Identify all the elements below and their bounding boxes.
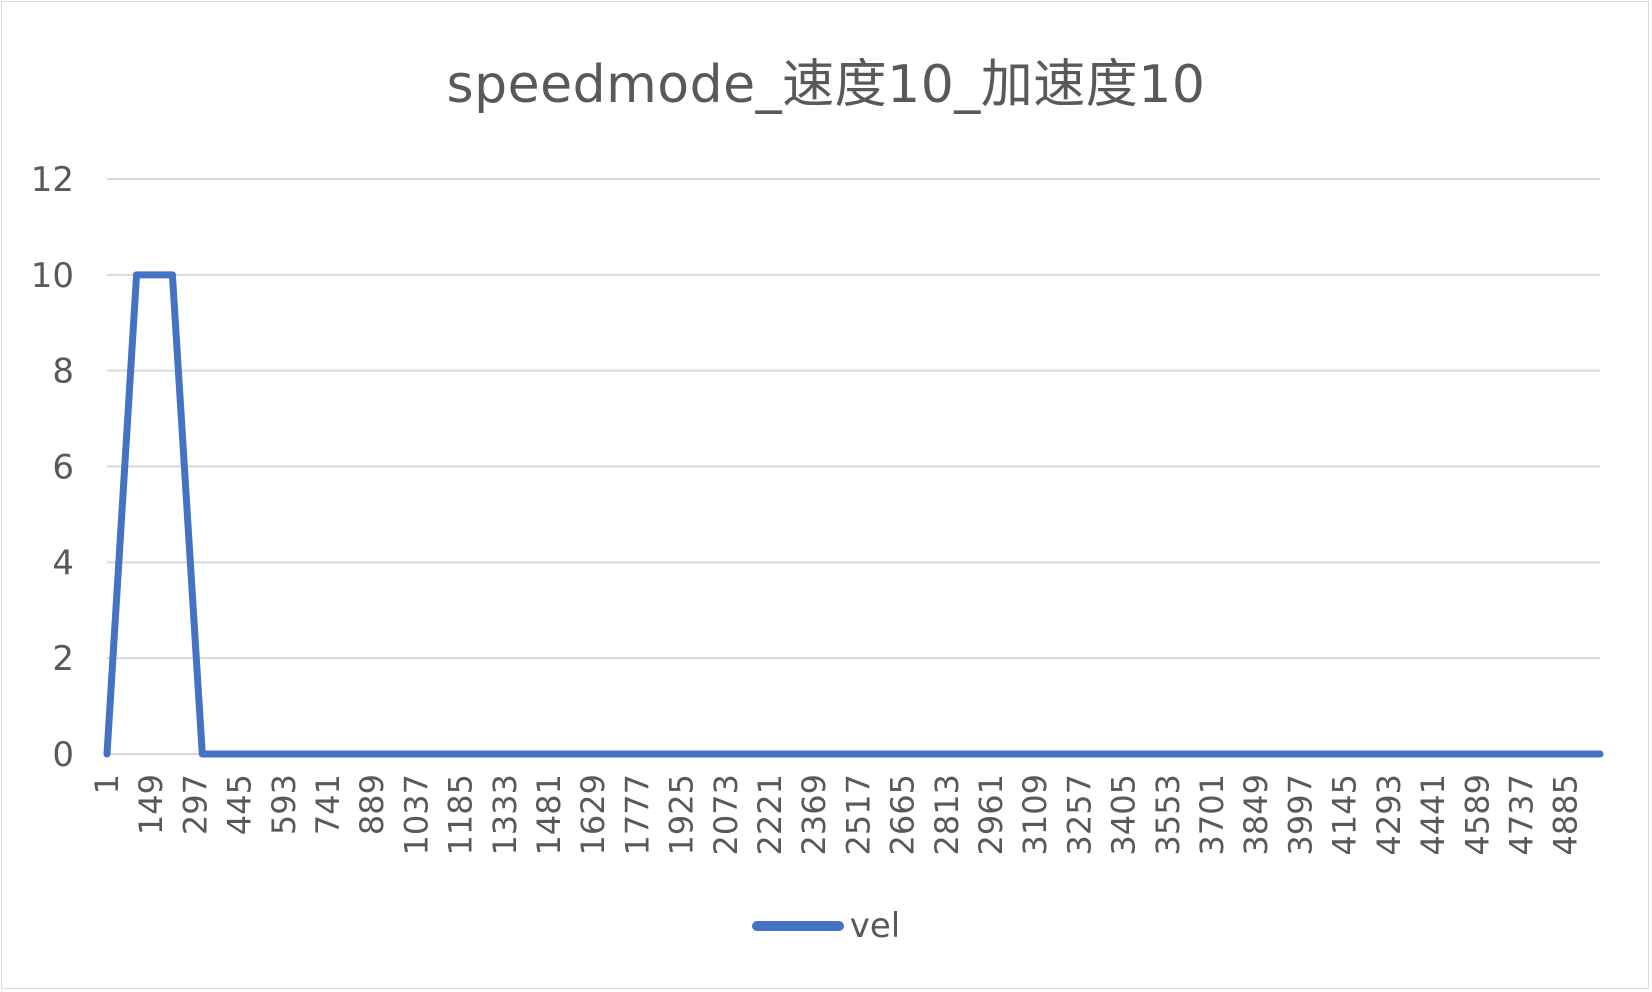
legend-label-vel: vel xyxy=(849,906,901,946)
y-tick-label: 4 xyxy=(52,543,74,583)
x-tick-label: 2961 xyxy=(972,774,1010,855)
x-tick-label: 1037 xyxy=(397,774,435,855)
gridlines xyxy=(107,178,1600,755)
x-tick-label: 2517 xyxy=(839,774,877,855)
x-tick-label: 297 xyxy=(176,774,214,835)
x-tick-label: 1777 xyxy=(618,774,656,855)
x-tick-label: 889 xyxy=(353,774,391,835)
x-tick-label: 3109 xyxy=(1016,774,1054,855)
x-tick-label: 1 xyxy=(88,774,126,794)
x-tick-label: 1629 xyxy=(574,774,612,855)
x-tick-label: 1333 xyxy=(486,774,524,855)
legend-swatch-vel xyxy=(751,921,844,931)
y-tick-label: 12 xyxy=(31,160,74,200)
y-tick-label: 6 xyxy=(52,448,74,488)
x-tick-label: 149 xyxy=(132,774,170,835)
series-layer xyxy=(103,271,1604,758)
x-axis-ticks: 1 149 297 445 593 741 889 1037 1185 1333 1481 1629 1… xyxy=(88,774,1585,855)
legend: vel xyxy=(0,906,1652,946)
x-tick-label: 741 xyxy=(309,774,347,835)
x-tick-label: 4885 xyxy=(1547,774,1585,855)
y-axis-ticks: 0 2 4 6 8 10 12 xyxy=(31,160,74,775)
y-tick-label: 10 xyxy=(31,256,74,296)
x-tick-label: 3257 xyxy=(1060,774,1098,855)
chart-title: speedmode_速度10_加速度10 xyxy=(446,55,1206,115)
x-tick-label: 3701 xyxy=(1193,774,1231,855)
x-tick-label: 4441 xyxy=(1414,774,1452,855)
x-tick-label: 2073 xyxy=(707,774,745,855)
x-tick-label: 4737 xyxy=(1502,774,1540,855)
x-tick-label: 4293 xyxy=(1370,774,1408,855)
x-tick-label: 445 xyxy=(221,774,259,835)
x-tick-label: 3405 xyxy=(1105,774,1143,855)
x-tick-label: 2369 xyxy=(795,774,833,855)
x-tick-label: 2665 xyxy=(884,774,922,855)
x-tick-label: 4589 xyxy=(1458,774,1496,855)
x-tick-label: 1481 xyxy=(530,774,568,855)
x-tick-label: 1925 xyxy=(663,774,701,855)
y-tick-label: 8 xyxy=(52,352,74,392)
x-tick-label: 4145 xyxy=(1326,774,1364,855)
x-tick-label: 1185 xyxy=(442,774,480,855)
x-tick-label: 593 xyxy=(265,774,303,835)
x-tick-label: 3553 xyxy=(1149,774,1187,855)
y-tick-label: 0 xyxy=(52,735,74,775)
x-tick-label: 2221 xyxy=(751,774,789,855)
x-tick-label: 2813 xyxy=(928,774,966,855)
y-tick-label: 2 xyxy=(52,639,74,679)
x-tick-label: 3849 xyxy=(1237,774,1275,855)
series-line-vel xyxy=(103,271,1604,758)
x-tick-label: 3997 xyxy=(1281,774,1319,855)
